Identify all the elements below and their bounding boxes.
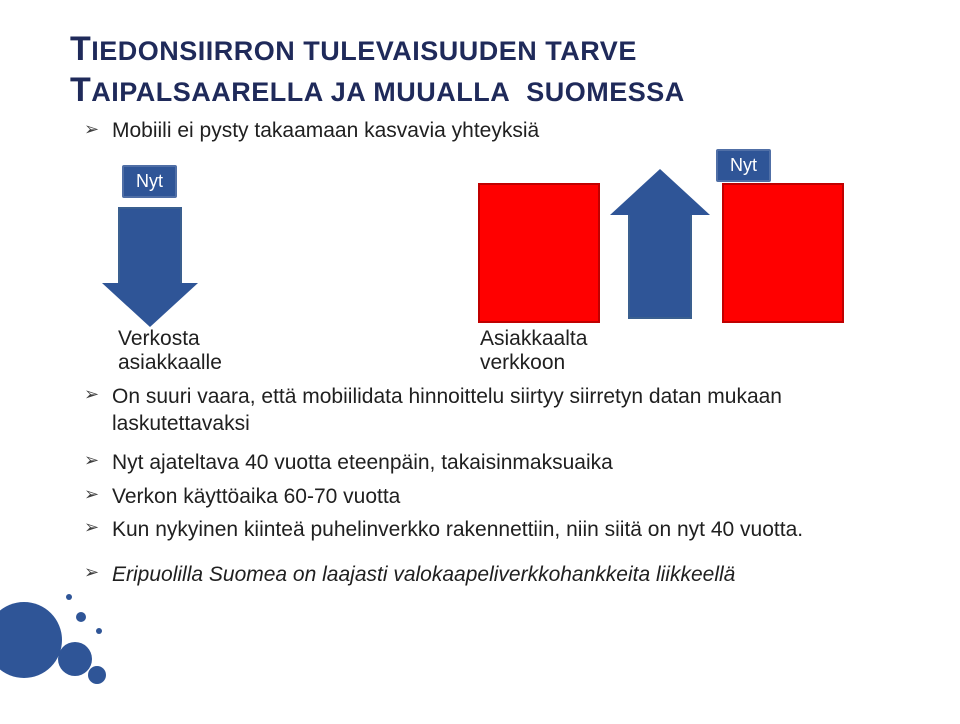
decor-circle-6 [66,594,72,600]
bullet-low-2: Verkon käyttöaika 60-70 vuotta [112,483,920,510]
final-bullet: Eripuolilla Suomea on laajasti valokaape… [112,561,920,588]
nyt-box-right: Nyt [716,149,771,182]
title1-drop: T [70,30,91,68]
diagram-area: Nyt Nyt Verkosta asiakkaalle Asiakkaalta [112,163,872,373]
bullet-low-3: Kun nykyinen kiinteä puhelinverkko raken… [112,516,920,543]
title2-rest: AIPALSAARELLA JA MUUALLA [91,77,510,107]
label-right-2: verkkoon [480,351,565,374]
label-right-1: Asiakkaalta [480,327,587,350]
bar-red-right [722,183,844,323]
bullet-low-1: Nyt ajateltava 40 vuotta eteenpäin, taka… [112,449,920,476]
mid-bullets: On suuri vaara, että mobiilidata hinnoit… [70,383,920,438]
decor-circle-3 [88,666,106,684]
title2-country: SUOMESSA [526,77,685,107]
slide: TIEDONSIIRRON TULEVAISUUDEN TARVE TAIPAL… [0,0,960,724]
label-right: Asiakkaalta verkkoon [480,327,587,375]
nyt-box-left: Nyt [122,165,177,198]
bullet-top-1: Mobiili ei pysty takaamaan kasvavia yhte… [112,118,920,145]
lower-bullets: Nyt ajateltava 40 vuotta eteenpäin, taka… [70,449,920,543]
decor-circles [0,558,106,698]
decor-circle-2 [58,642,92,676]
bullet-mid-1: On suuri vaara, että mobiilidata hinnoit… [112,383,920,438]
label-left-1: Verkosta [118,327,200,350]
final-bullet-list: Eripuolilla Suomea on laajasti valokaape… [70,561,920,588]
arrow-up-icon [610,169,710,319]
title-line-2: TAIPALSAARELLA JA MUUALLA SUOMESSA [70,71,920,110]
decor-circle-4 [76,612,86,622]
label-left-2: asiakkaalle [118,351,222,374]
decor-circle-5 [96,628,102,634]
label-left: Verkosta asiakkaalle [118,327,222,375]
title-line-1: TIEDONSIIRRON TULEVAISUUDEN TARVE [70,30,920,69]
top-bullets: Mobiili ei pysty takaamaan kasvavia yhte… [70,118,920,145]
title1-rest: IEDONSIIRRON TULEVAISUUDEN TARVE [91,36,637,66]
arrow-down-icon [118,207,198,327]
title2-drop: T [70,71,91,109]
bar-red-left [478,183,600,323]
decor-circle-1 [0,602,62,678]
